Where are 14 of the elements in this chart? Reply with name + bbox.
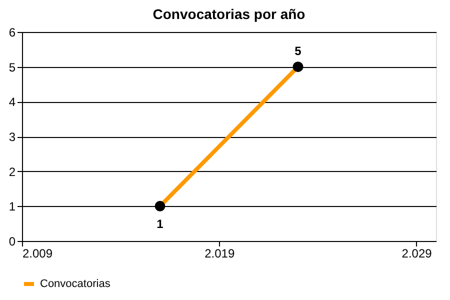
y-tick-label: 2: [8, 164, 16, 179]
data-label: 1: [156, 217, 164, 232]
x-tick-label: 2.009: [22, 246, 53, 260]
legend-label: Convocatorias: [40, 278, 111, 290]
chart-title: Convocatorias por año: [152, 6, 306, 22]
x-tick-label: 2.029: [402, 246, 432, 260]
y-tick-label: 5: [8, 60, 16, 74]
y-tick-label: 6: [8, 26, 16, 40]
y-tick-label: 3: [8, 130, 16, 144]
y-tick-label: 1: [8, 200, 16, 214]
y-tick-label: 0: [8, 234, 16, 248]
x-tick-label: 2.019: [204, 246, 235, 260]
data-label: 5: [294, 44, 302, 58]
y-tick-label: 4: [8, 95, 16, 110]
